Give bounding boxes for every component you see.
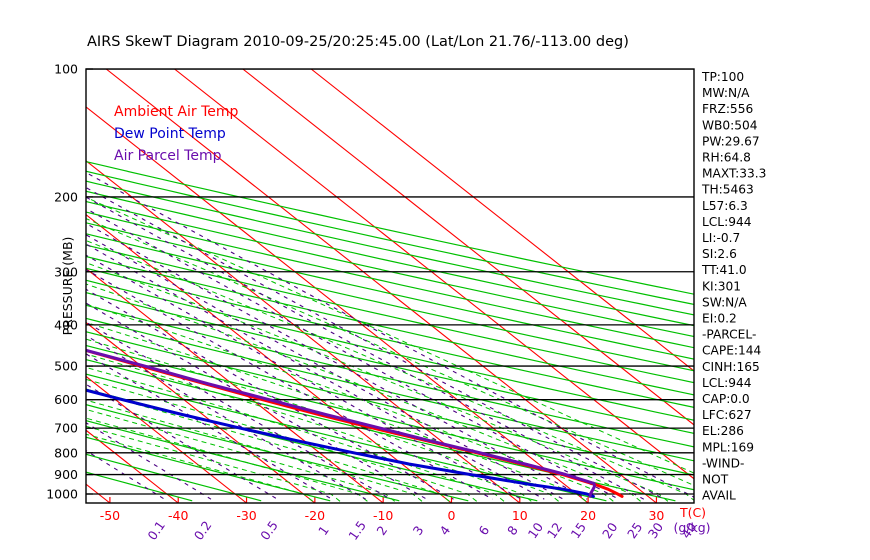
pressure-axis: 100 200 300 400 500 600 700 800 900 1000 [46,62,93,501]
sounding-curves [86,348,624,498]
parameter-avail: AVAIL [702,489,736,503]
parameter-maxt: MAXT:33.3 [702,167,766,181]
parameter-lfc: LFC:627 [702,408,752,422]
mixing-ratio-tick-label: 2 [373,523,390,538]
parameter-el: EL:286 [702,424,744,438]
parameter-si: SI:2.6 [702,247,737,261]
parameter-frz: FRZ:556 [702,102,753,116]
legend-item-1: Dew Point Temp [114,126,226,142]
mixing-ratio-tick-label: 12 [544,520,565,542]
pressure-tick-label: 900 [54,467,78,482]
legend-item-2: Air Parcel Temp [114,148,222,164]
mixing-ratio-tick-label: 40 [678,520,699,542]
parameter-ki: KI:301 [702,279,741,293]
curve-dew-point-temp [86,388,595,498]
x-axis-label-mixing: (g/kg) [673,520,710,535]
bottom-temperature-axis: -50 -40 -30 -20 -10 0 10 20 30 [100,497,664,523]
parameter-cap: CAP:0.0 [702,392,750,406]
mixing-ratio-tick-label: 1 [315,523,332,538]
pressure-tick-label: 1000 [46,486,78,501]
mixing-ratio-tick-label: 1.5 [345,518,369,543]
bottom-temp-tick-label: 30 [648,508,664,523]
legend: Ambient Air Temp Dew Point Temp Air Parcel… [114,104,239,164]
bottom-temp-tick-label: -50 [100,508,120,523]
parameter-not: NOT [702,473,729,487]
pressure-tick-label: 300 [54,264,78,279]
parameter-cape: CAPE:144 [702,344,762,358]
moist-adiabat-lines [86,196,694,502]
mixing-ratio-tick-label: 20 [599,520,620,542]
parameter-ei: EI:0.2 [702,312,737,326]
mixing-ratio-tick-label: 6 [475,523,492,538]
parameter-rh: RH:64.8 [702,151,751,165]
mixing-ratio-tick-label: 3 [410,523,427,538]
mixing-ratio-tick-label: 4 [436,523,453,538]
mixing-ratio-tick-label: 0.5 [257,518,281,543]
pressure-tick-label: 700 [54,421,78,436]
bottom-temp-tick-label: 20 [580,508,596,523]
parameter-l57: L57:6.3 [702,199,748,213]
bottom-temp-tick-label: -10 [373,508,393,523]
pressure-tick-label: 400 [54,317,78,332]
pressure-tick-label: 800 [54,445,78,460]
parameter-pw: PW:29.67 [702,134,760,148]
parameter-sw: SW:N/A [702,295,747,309]
parameter-parcel: -PARCEL- [702,328,756,342]
curve-air-parcel-temp [86,348,596,498]
pressure-tick-label: 600 [54,392,78,407]
page-title: AIRS SkewT Diagram 2010-09-25/20:25:45.0… [87,34,629,50]
bottom-temp-tick-label: 10 [512,508,528,523]
bottom-temp-tick-label: -30 [236,508,256,523]
mixing-ratio-tick-label: 0.1 [144,518,168,543]
parameter-mpl: MPL:169 [702,440,754,454]
parameter-li: LI:-0.7 [702,231,740,245]
legend-item-0: Ambient Air Temp [114,104,239,120]
parameter-lcl: LCL:944 [702,376,752,390]
mixing-ratio-tick-label: 15 [568,520,589,542]
mixing-ratio-tick-label: 30 [645,520,666,542]
mixing-ratio-tick-label: 8 [504,523,521,538]
x-axis-label-temp: T(C) [679,505,706,520]
bottom-temp-tick-label: -20 [305,508,325,523]
pressure-tick-label: 500 [54,359,78,374]
parameter-wind: -WIND- [702,456,744,470]
pressure-tick-label: 200 [54,189,78,204]
parameter-wb0: WB0:504 [702,118,758,132]
mixing-ratio-lines [86,171,694,500]
parameter-tp: TP:100 [701,70,744,84]
bottom-temp-tick-label: -40 [168,508,188,523]
pressure-gridlines [86,69,694,495]
parameter-tt: TT:41.0 [701,263,747,277]
y-axis-label: PRESSURE (MB) [60,237,75,336]
parameter-cinh: CINH:165 [702,360,760,374]
mixing-ratio-tick-label: 25 [624,520,645,542]
parameter-mw: MW:N/A [702,86,750,100]
mixing-ratio-tick-label: 0.2 [191,518,215,543]
parameter-th: TH:5463 [701,183,754,197]
parameter-panel: TP:100 MW:N/A FRZ:556 WB0:504 PW:29.67 RH:64.… [701,70,766,503]
pressure-tick-label: 100 [54,62,78,77]
mixing-ratio-tick-label: 10 [525,520,546,542]
bottom-temp-tick-label: 0 [448,508,456,523]
plot-frame [85,68,695,504]
parameter-lcl: LCL:944 [702,215,752,229]
